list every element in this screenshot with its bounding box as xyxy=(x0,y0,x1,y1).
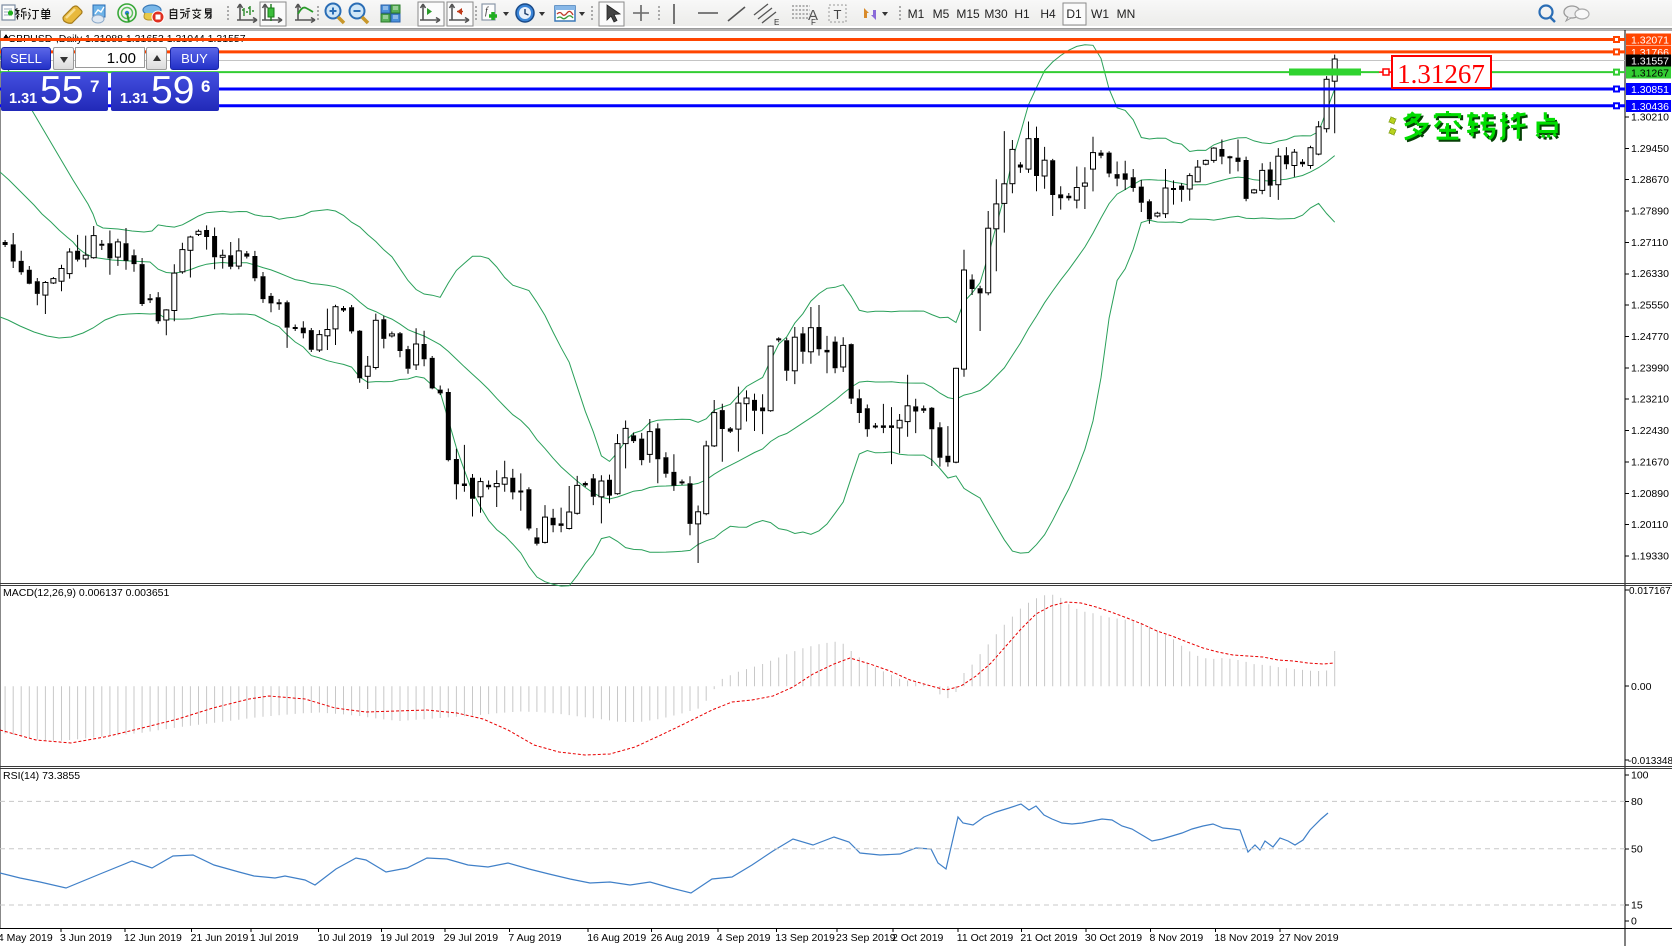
svg-text:M5: M5 xyxy=(933,7,950,21)
svg-text:M30: M30 xyxy=(984,7,1008,21)
svg-text:-0.013348: -0.013348 xyxy=(1628,756,1672,767)
svg-text:27 Nov 2019: 27 Nov 2019 xyxy=(1279,932,1339,944)
svg-text:1.32071: 1.32071 xyxy=(1631,35,1669,47)
svg-text:16 Aug 2019: 16 Aug 2019 xyxy=(587,932,646,944)
svg-text:1.30436: 1.30436 xyxy=(1631,101,1669,113)
svg-text:24 May 2019: 24 May 2019 xyxy=(0,932,53,944)
svg-text:29 Jul 2019: 29 Jul 2019 xyxy=(444,932,498,944)
svg-text:26 Aug 2019: 26 Aug 2019 xyxy=(651,932,710,944)
svg-text:19 Jul 2019: 19 Jul 2019 xyxy=(380,932,434,944)
svg-text:1.27890: 1.27890 xyxy=(1631,206,1669,218)
svg-text:30 Oct 2019: 30 Oct 2019 xyxy=(1085,932,1142,944)
svg-text:1.21670: 1.21670 xyxy=(1631,457,1669,469)
svg-text:0: 0 xyxy=(1631,915,1637,927)
svg-text:W1: W1 xyxy=(1091,7,1109,21)
svg-text:H1: H1 xyxy=(1014,7,1030,21)
svg-text:1.27110: 1.27110 xyxy=(1631,237,1668,249)
svg-text:15: 15 xyxy=(1631,900,1643,912)
svg-text:T: T xyxy=(834,7,842,22)
svg-text:11 Oct 2019: 11 Oct 2019 xyxy=(957,932,1014,944)
svg-text:10 Jul 2019: 10 Jul 2019 xyxy=(318,932,372,944)
svg-text:0.017167: 0.017167 xyxy=(1629,586,1671,597)
svg-text:1.24770: 1.24770 xyxy=(1631,331,1669,343)
svg-text:1 Jul 2019: 1 Jul 2019 xyxy=(250,932,299,944)
svg-text:2 Oct 2019: 2 Oct 2019 xyxy=(892,932,944,944)
svg-text:1.31267: 1.31267 xyxy=(1397,59,1485,89)
svg-text:1.26330: 1.26330 xyxy=(1631,268,1669,280)
svg-text:3 Jun 2019: 3 Jun 2019 xyxy=(60,932,112,944)
svg-text:H4: H4 xyxy=(1040,7,1056,21)
svg-text:1.20890: 1.20890 xyxy=(1631,488,1669,500)
svg-text:7 Aug 2019: 7 Aug 2019 xyxy=(508,932,561,944)
svg-text:MACD(12,26,9) 0.006137 0.00365: MACD(12,26,9) 0.006137 0.003651 xyxy=(3,587,170,599)
svg-text:RSI(14) 73.3855: RSI(14) 73.3855 xyxy=(3,770,80,782)
svg-text:1.20110: 1.20110 xyxy=(1631,519,1668,531)
svg-text:1.23210: 1.23210 xyxy=(1631,394,1669,406)
svg-text:12 Jun 2019: 12 Jun 2019 xyxy=(124,932,182,944)
svg-text:80: 80 xyxy=(1631,796,1643,808)
svg-text:F: F xyxy=(811,18,816,27)
svg-text:D1: D1 xyxy=(1066,7,1082,21)
svg-text:MN: MN xyxy=(1117,7,1136,21)
svg-text:1.25550: 1.25550 xyxy=(1631,300,1669,312)
svg-text:1.22430: 1.22430 xyxy=(1631,425,1669,437)
svg-text:A: A xyxy=(808,7,818,24)
svg-text:13 Sep 2019: 13 Sep 2019 xyxy=(775,932,835,944)
svg-text:50: 50 xyxy=(1631,843,1643,855)
svg-text:M1: M1 xyxy=(908,7,925,21)
svg-text:4 Sep 2019: 4 Sep 2019 xyxy=(717,932,771,944)
svg-text:1.31267: 1.31267 xyxy=(1631,67,1669,79)
svg-text:1.29450: 1.29450 xyxy=(1631,143,1669,155)
svg-text:1.30851: 1.30851 xyxy=(1631,84,1669,96)
svg-text:1.23990: 1.23990 xyxy=(1631,362,1669,374)
svg-text:21 Jun 2019: 21 Jun 2019 xyxy=(191,932,249,944)
svg-text:1.30210: 1.30210 xyxy=(1631,111,1669,123)
svg-text:1.28670: 1.28670 xyxy=(1631,174,1669,186)
svg-text:0.00: 0.00 xyxy=(1631,681,1652,693)
svg-text:18 Nov 2019: 18 Nov 2019 xyxy=(1214,932,1274,944)
svg-text:1.31557: 1.31557 xyxy=(1631,56,1669,68)
svg-text:E: E xyxy=(774,18,779,27)
svg-text:21 Oct 2019: 21 Oct 2019 xyxy=(1020,932,1077,944)
svg-text:23 Sep 2019: 23 Sep 2019 xyxy=(836,932,896,944)
svg-text:f: f xyxy=(485,6,489,17)
svg-text:1.19330: 1.19330 xyxy=(1631,551,1669,563)
svg-text:100: 100 xyxy=(1631,770,1649,782)
svg-text:8 Nov 2019: 8 Nov 2019 xyxy=(1150,932,1204,944)
svg-text:M15: M15 xyxy=(956,7,980,21)
